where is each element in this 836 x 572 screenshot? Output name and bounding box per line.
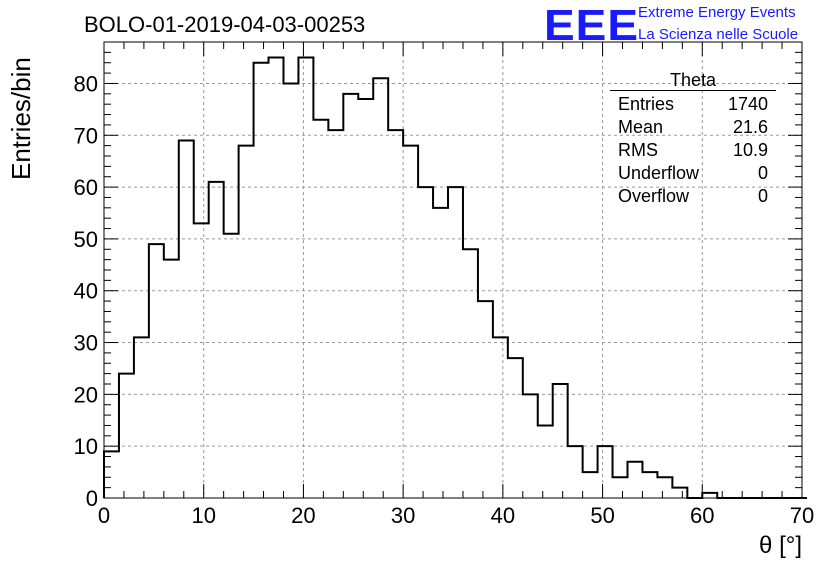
stats-label: Entries bbox=[618, 94, 675, 114]
histogram-bin bbox=[493, 337, 508, 498]
histogram-bin bbox=[104, 451, 119, 498]
histogram-bin bbox=[134, 337, 149, 498]
histogram-bin bbox=[568, 446, 583, 498]
histogram-bin bbox=[433, 208, 448, 498]
stats-value: 1740 bbox=[727, 94, 768, 114]
eee-logo-mark: EEE bbox=[544, 0, 640, 50]
histogram-bin bbox=[508, 358, 523, 498]
stats-box: Theta Entries 1740 Mean 21.6 RMS 10.9 Un… bbox=[610, 70, 776, 208]
stats-row-overflow: Overflow 0 bbox=[610, 185, 776, 208]
histogram-bin bbox=[373, 78, 388, 498]
stats-row-entries: Entries 1740 bbox=[610, 93, 776, 116]
stats-value: 0 bbox=[757, 163, 768, 183]
histogram-bin bbox=[343, 94, 358, 498]
histogram-bin bbox=[164, 260, 179, 498]
tick-labels: 0 10 20 30 40 50 60 70 0 10 20 30 40 50 60 70 80 bbox=[74, 71, 815, 528]
x-tick-label: 50 bbox=[590, 503, 614, 528]
histogram-bin bbox=[672, 488, 687, 498]
histogram-bin bbox=[119, 374, 134, 498]
stats-value: 21.6 bbox=[732, 117, 768, 137]
histogram-bin bbox=[538, 425, 553, 498]
stats-row-underflow: Underflow 0 bbox=[610, 162, 776, 185]
logo-line-2: La Scienza nelle Scuole bbox=[638, 26, 799, 43]
histogram-bin bbox=[403, 146, 418, 498]
x-tick-label: 20 bbox=[291, 503, 315, 528]
stats-label: Mean bbox=[618, 117, 664, 137]
stats-label: RMS bbox=[618, 140, 658, 160]
histogram-bin bbox=[313, 120, 328, 498]
axis-ticks bbox=[103, 41, 803, 499]
histogram-bin bbox=[328, 130, 343, 498]
y-axis-label: Entries/bin bbox=[6, 57, 36, 180]
histogram-bin bbox=[388, 130, 403, 498]
x-tick-label: 70 bbox=[790, 503, 814, 528]
stats-label: Underflow bbox=[618, 163, 700, 183]
y-tick-label: 20 bbox=[74, 382, 98, 407]
histogram-bin bbox=[463, 249, 478, 498]
histogram-bin bbox=[657, 477, 672, 498]
histogram-bin bbox=[194, 223, 209, 498]
histogram-bin bbox=[358, 99, 373, 498]
grid-lines bbox=[104, 42, 802, 498]
x-tick-label: 30 bbox=[391, 503, 415, 528]
x-tick-label: 10 bbox=[191, 503, 215, 528]
stats-row-rms: RMS 10.9 bbox=[610, 139, 776, 162]
histogram-bin bbox=[269, 58, 284, 498]
histogram-bin bbox=[254, 63, 269, 498]
y-tick-label: 30 bbox=[74, 331, 98, 356]
x-axis-label: θ [°] bbox=[759, 532, 802, 559]
y-tick-label: 10 bbox=[74, 434, 98, 459]
histogram-bin bbox=[239, 146, 254, 498]
y-tick-label: 60 bbox=[74, 175, 98, 200]
histogram-bin bbox=[149, 244, 164, 498]
histogram-bin bbox=[179, 140, 194, 498]
histogram-bin bbox=[642, 472, 657, 498]
histogram-bins bbox=[103, 56, 807, 499]
histogram-outline bbox=[103, 56, 807, 499]
x-tick-label: 0 bbox=[98, 503, 110, 528]
stats-label: Overflow bbox=[618, 186, 690, 206]
stats-value: 0 bbox=[757, 186, 768, 206]
histogram-bin bbox=[628, 462, 643, 498]
y-tick-label: 70 bbox=[74, 123, 98, 148]
y-tick-label: 40 bbox=[74, 279, 98, 304]
logo-line-1: Extreme Energy Events bbox=[638, 4, 796, 21]
y-tick-label: 50 bbox=[74, 227, 98, 252]
y-tick-label: 0 bbox=[86, 486, 98, 511]
histogram-bin bbox=[298, 58, 313, 498]
histogram-bin bbox=[553, 384, 568, 498]
histogram-bin bbox=[224, 234, 239, 498]
histogram-bin bbox=[613, 477, 628, 498]
stats-title: Theta bbox=[669, 70, 717, 90]
histogram-bin bbox=[598, 446, 613, 498]
y-tick-label: 80 bbox=[74, 71, 98, 96]
x-tick-label: 60 bbox=[690, 503, 714, 528]
histogram-bin bbox=[478, 301, 493, 498]
stats-divider bbox=[610, 90, 776, 91]
chart-title: BOLO-01-2019-04-03-00253 bbox=[84, 12, 366, 37]
x-tick-label: 40 bbox=[491, 503, 515, 528]
histogram-bin bbox=[583, 472, 598, 498]
plot-frame bbox=[103, 41, 803, 499]
stats-row-mean: Mean 21.6 bbox=[610, 116, 776, 139]
stats-value: 10.9 bbox=[732, 140, 768, 160]
histogram-bin bbox=[209, 182, 224, 498]
